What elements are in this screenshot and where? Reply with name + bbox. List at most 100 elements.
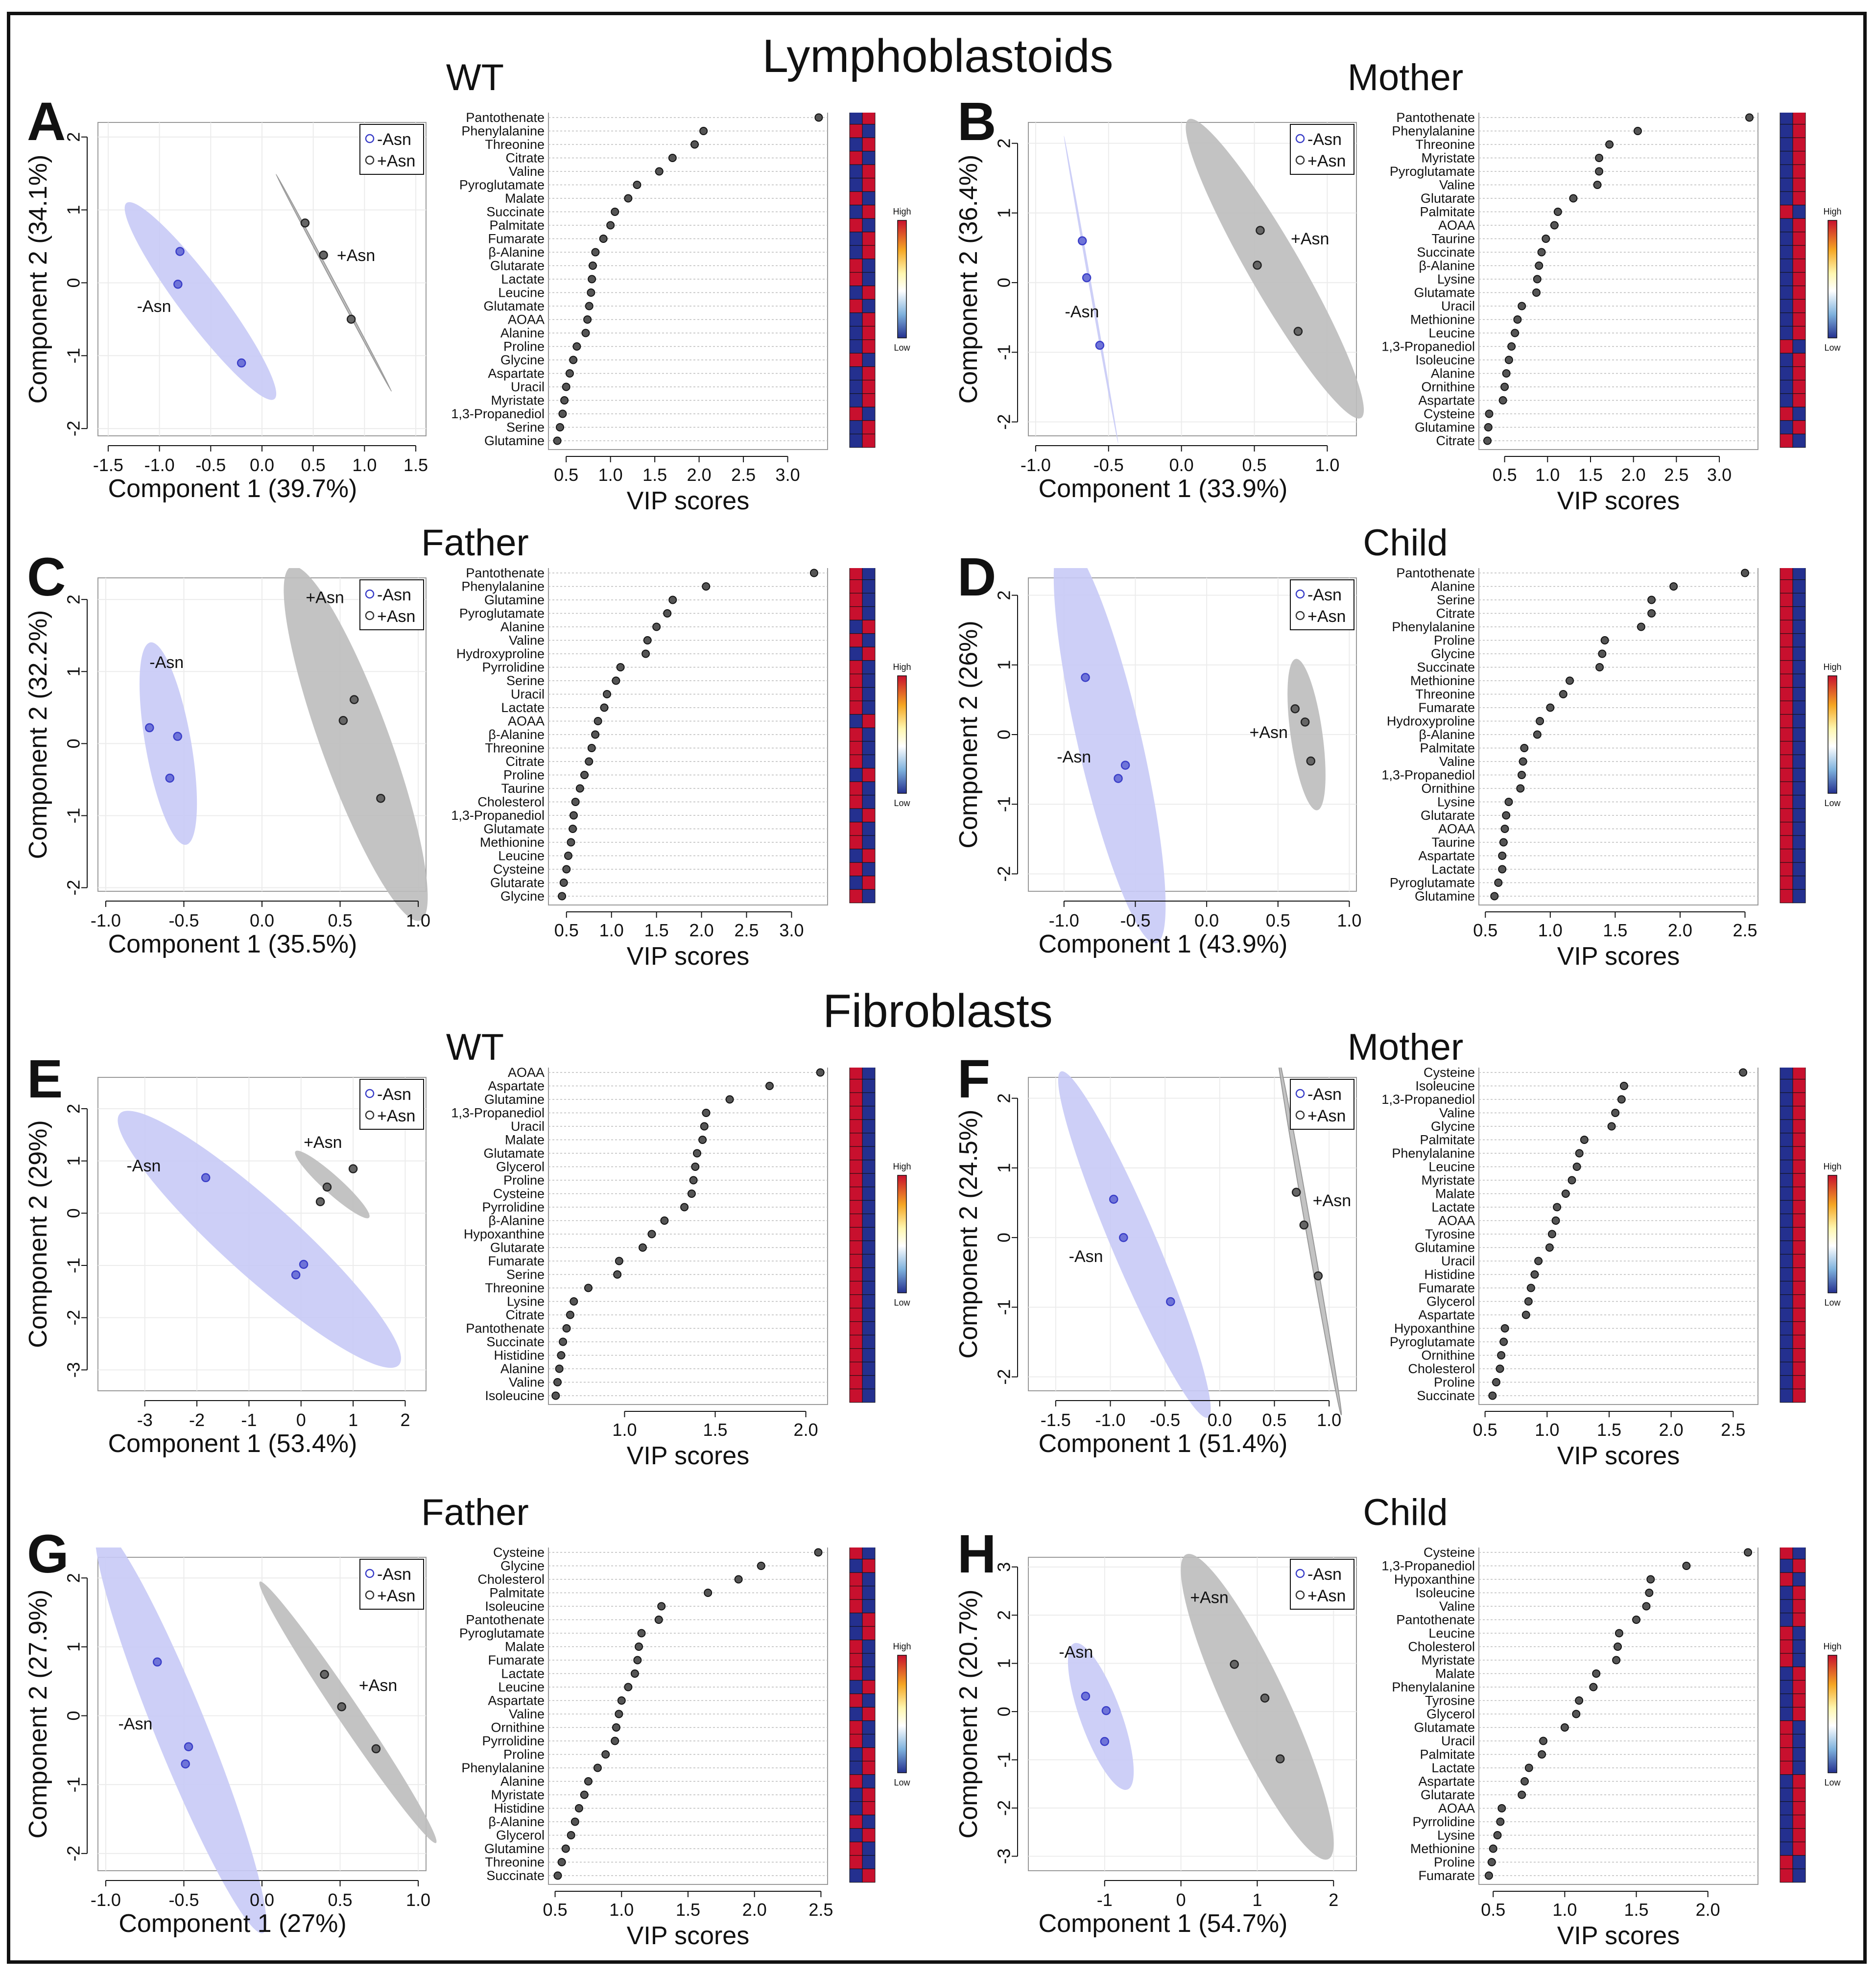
vip-metabolite-label: Valine	[509, 164, 545, 179]
heatmap-cell	[862, 232, 876, 246]
vip-metabolite-label: Pyroglutamate	[459, 606, 545, 621]
vip-point	[1521, 1310, 1530, 1319]
panel-title-a: WT	[446, 57, 504, 98]
vip-point	[1485, 409, 1494, 418]
y-tick-label: 0	[994, 278, 1014, 287]
heatmap-cell	[849, 1227, 863, 1241]
heatmap-cell	[1792, 1868, 1806, 1883]
heatmap-cell	[1780, 366, 1793, 381]
vip-metabolite-label: Leucine	[1428, 1160, 1475, 1174]
vip-point	[630, 1669, 639, 1678]
vip-metabolite-label: Threonine	[485, 1281, 545, 1295]
heatmap-cell	[849, 191, 863, 206]
x-tick-label: 0.5	[1262, 1410, 1286, 1430]
legend-marker-pos	[365, 155, 375, 165]
vip-metabolite-label: Cysteine	[1424, 406, 1475, 421]
score-point	[237, 358, 246, 368]
vip-x-tick-label: 2.0	[742, 1900, 767, 1920]
vip-point	[574, 1804, 583, 1812]
heatmap-cell	[862, 1388, 876, 1403]
heatmap-cell	[849, 1547, 863, 1560]
heatmap-cell	[1780, 862, 1793, 877]
vip-metabolite-label: AOAA	[1438, 1214, 1475, 1228]
x-tick-label: 1	[348, 1410, 358, 1430]
heatmap-cell	[1780, 272, 1793, 286]
score-point	[1260, 1693, 1270, 1703]
heatmap-cell	[1780, 1388, 1793, 1403]
vip-point	[1595, 663, 1604, 671]
vip-point	[588, 262, 597, 270]
heatmap-cell	[1780, 380, 1793, 394]
vip-metabolite-label: Serine	[506, 1267, 545, 1282]
heatmap-cell	[1780, 1599, 1793, 1614]
heatmap-cell	[1780, 1173, 1793, 1188]
heatmap-cell	[862, 1801, 876, 1815]
y-tick-label: 0	[64, 738, 84, 748]
heatmap-cell	[1780, 1079, 1793, 1093]
heatmap-cell	[862, 1227, 876, 1241]
heatmap-cell	[1792, 1321, 1806, 1335]
heatmap-cell	[1792, 1106, 1806, 1120]
score-point	[338, 716, 348, 725]
vip-point	[1524, 1297, 1533, 1306]
heatmap-cell	[862, 781, 876, 796]
heatmap-cell	[1780, 619, 1793, 634]
y-tick-label: 0	[994, 730, 1014, 739]
score-plot: -Asn +Asn -1.0 -0.5 0.0 0.5 1.0 -2 -1 0 1 2 Componen…	[24, 568, 430, 958]
heatmap-cell	[862, 1774, 876, 1788]
vip-plot-frame	[548, 1068, 828, 1405]
confidence-ellipse	[1053, 568, 1166, 944]
heatmap-cell	[1792, 1240, 1806, 1255]
x-axis-label: Component 1 (27%)	[119, 1909, 346, 1938]
vip-x-tick-label: 1.5	[644, 920, 669, 940]
heatmap-cell	[1780, 1227, 1793, 1241]
heatmap-cell	[862, 835, 876, 850]
vip-point	[1496, 1817, 1505, 1826]
heatmap-cell	[1780, 191, 1793, 206]
panel-svg: -Asn +Asn -1 0 1 2 -3 -2 -1 0 1 2 3 Component 1 (54.7…	[954, 1547, 1842, 1950]
vip-plot: PantothenateAlanineSerineCitratePhenylal…	[1381, 568, 1758, 971]
vip-point	[643, 636, 652, 644]
legend-label-pos: +Asn	[377, 1587, 415, 1605]
vip-metabolite-label: 1,3-Propanediol	[1381, 339, 1475, 354]
vip-metabolite-label: Malate	[505, 1640, 545, 1654]
vip-point	[1561, 1190, 1570, 1198]
heatmap-cell	[1792, 326, 1806, 340]
vip-metabolite-label: Pantothenate	[1396, 113, 1475, 125]
vip-x-tick-label: 2.5	[1664, 465, 1688, 485]
vip-point	[612, 676, 620, 685]
vip-point	[1502, 369, 1511, 378]
y-tick-label: 0	[64, 1208, 84, 1218]
legend-marker-neg	[365, 1089, 375, 1098]
heatmap-cell	[1792, 272, 1806, 286]
legend-label-pos: +Asn	[1307, 152, 1346, 170]
vip-metabolite-label: Isoleucine	[1415, 1079, 1475, 1094]
panel-letter-g: G	[27, 1524, 69, 1584]
heatmap-cell	[862, 1375, 876, 1389]
vip-point	[699, 127, 708, 135]
heatmap-cell	[849, 822, 863, 836]
panel-letter-c: C	[27, 547, 66, 607]
heatmap-cell	[1792, 312, 1806, 327]
y-axis-label: Component 2 (36.4%)	[954, 155, 983, 404]
heatmap-cell	[862, 353, 876, 367]
vip-metabolite-label: Cholesterol	[1408, 1361, 1475, 1376]
x-tick-label: -3	[137, 1410, 153, 1430]
heatmap-cell	[862, 579, 876, 594]
score-point	[1095, 340, 1105, 350]
panel-svg: -Asn +Asn -1.5 -1.0 -0.5 0.0 0.5 1.0 -2 -1 0 1 2 Comp…	[954, 1068, 1842, 1470]
heatmap-cell	[1792, 259, 1806, 273]
heatmap-cell	[1780, 137, 1793, 152]
x-tick-label: -1.0	[1021, 455, 1051, 475]
heatmap-cell	[1780, 1240, 1793, 1255]
vip-point	[698, 1136, 707, 1144]
heatmap-cell	[849, 1173, 863, 1188]
heatmap-cell	[862, 366, 876, 381]
vip-x-tick-label: 1.5	[1578, 465, 1603, 485]
vip-metabolite-label: Glutamine	[484, 433, 545, 448]
vip-point	[1646, 1575, 1655, 1584]
heatmap-cell	[1780, 1348, 1793, 1362]
vip-plot-frame	[548, 568, 828, 905]
vip-x-axis-label: VIP scores	[1557, 487, 1680, 515]
legend-marker-neg	[1295, 134, 1305, 143]
